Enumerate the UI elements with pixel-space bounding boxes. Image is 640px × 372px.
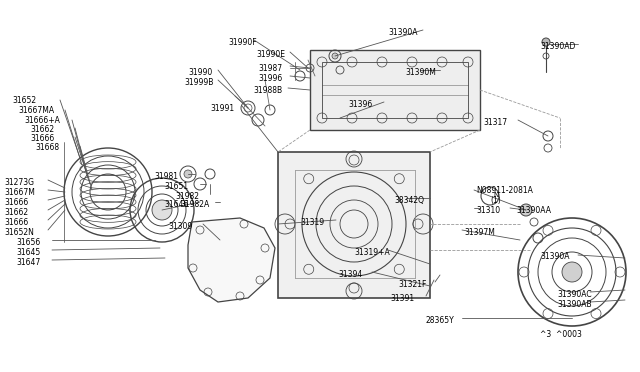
- Text: 31982: 31982: [175, 192, 199, 201]
- Text: 31391: 31391: [390, 294, 414, 303]
- Text: 31390M: 31390M: [405, 68, 436, 77]
- Text: 31390A: 31390A: [388, 28, 417, 37]
- Text: 31990E: 31990E: [256, 50, 285, 59]
- Circle shape: [562, 262, 582, 282]
- Text: 31982A: 31982A: [180, 200, 209, 209]
- Text: 31273G: 31273G: [4, 178, 34, 187]
- Text: 31397M: 31397M: [464, 228, 495, 237]
- Text: 31647: 31647: [16, 258, 40, 267]
- Text: 31662: 31662: [4, 208, 28, 217]
- Text: 31319: 31319: [300, 218, 324, 227]
- Text: 31987: 31987: [258, 64, 282, 73]
- Polygon shape: [310, 50, 480, 130]
- Text: 31662: 31662: [30, 125, 54, 134]
- Text: 31652: 31652: [12, 96, 36, 105]
- Circle shape: [152, 200, 172, 220]
- Polygon shape: [188, 218, 275, 302]
- Text: 31310: 31310: [476, 206, 500, 215]
- Text: 31666: 31666: [30, 134, 54, 143]
- Text: 31645: 31645: [16, 248, 40, 257]
- Text: 31668: 31668: [35, 143, 59, 152]
- Polygon shape: [278, 152, 430, 298]
- Text: 31390AD: 31390AD: [540, 42, 575, 51]
- Text: 31651: 31651: [164, 182, 188, 191]
- Text: 31990: 31990: [188, 68, 212, 77]
- Text: 31396: 31396: [348, 100, 372, 109]
- Text: 31667MA: 31667MA: [18, 106, 54, 115]
- Text: 31390AA: 31390AA: [516, 206, 551, 215]
- Text: 31991: 31991: [210, 104, 234, 113]
- Text: 31656: 31656: [16, 238, 40, 247]
- Text: 31999B: 31999B: [184, 78, 213, 87]
- Text: 31666: 31666: [4, 198, 28, 207]
- Text: 31996: 31996: [258, 74, 282, 83]
- Text: 31319+A: 31319+A: [354, 248, 390, 257]
- Text: 31390AC: 31390AC: [557, 290, 591, 299]
- Circle shape: [184, 170, 192, 178]
- Text: 31394: 31394: [338, 270, 362, 279]
- Text: 31988B: 31988B: [253, 86, 282, 95]
- Text: (1): (1): [490, 196, 500, 205]
- Text: 28365Y: 28365Y: [426, 316, 455, 325]
- Text: ^3  ^0003: ^3 ^0003: [540, 330, 582, 339]
- Text: 31652N: 31652N: [4, 228, 34, 237]
- Circle shape: [520, 204, 532, 216]
- Text: 31317: 31317: [483, 118, 507, 127]
- Circle shape: [332, 53, 338, 59]
- Text: 31390AB: 31390AB: [557, 300, 591, 309]
- Text: 31981: 31981: [154, 172, 178, 181]
- Text: 31390A: 31390A: [540, 252, 570, 261]
- Text: 31646: 31646: [164, 200, 188, 209]
- Text: 31666: 31666: [4, 218, 28, 227]
- Text: 31321F: 31321F: [398, 280, 426, 289]
- Text: 31309: 31309: [168, 222, 192, 231]
- Text: 31667M: 31667M: [4, 188, 35, 197]
- Text: 31990F: 31990F: [228, 38, 257, 47]
- Text: N08911-2081A: N08911-2081A: [476, 186, 533, 195]
- Text: 31666+A: 31666+A: [24, 116, 60, 125]
- Circle shape: [542, 38, 550, 46]
- Text: N: N: [493, 192, 499, 198]
- Text: 38342Q: 38342Q: [394, 196, 424, 205]
